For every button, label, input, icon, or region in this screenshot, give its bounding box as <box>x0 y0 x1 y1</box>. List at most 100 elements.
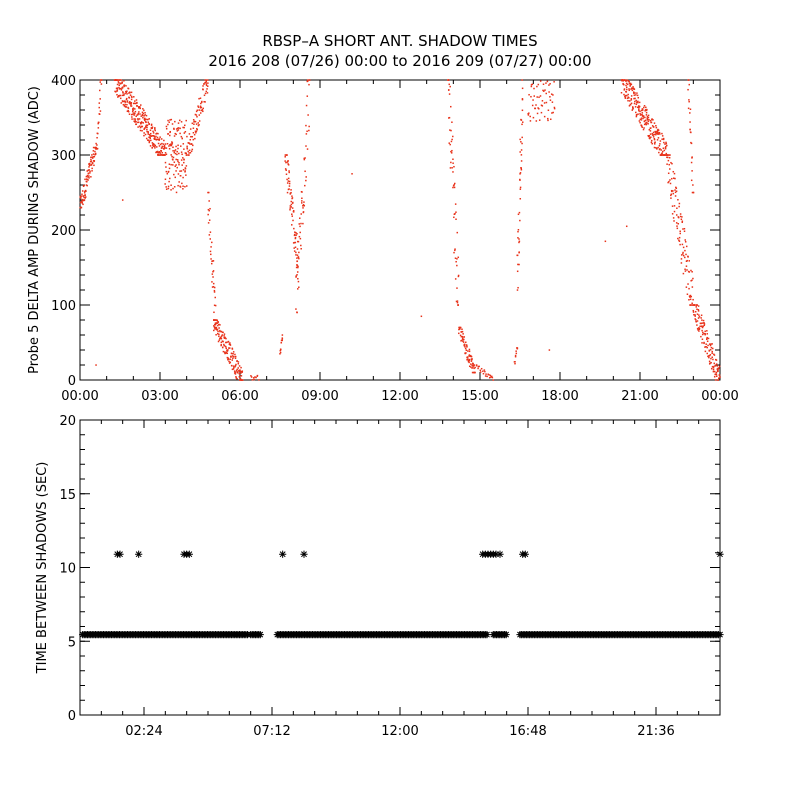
delta-amp-point <box>239 370 242 373</box>
delta-amp-point <box>229 342 231 344</box>
delta-amp-point <box>209 207 211 210</box>
delta-amp-point <box>449 129 451 131</box>
delta-amp-point <box>663 149 666 152</box>
delta-amp-point <box>79 206 81 209</box>
delta-amp-point <box>305 104 308 107</box>
delta-amp-point <box>470 366 472 368</box>
top-x-tick-label: 15:00 <box>461 389 498 404</box>
delta-amp-point <box>172 146 174 149</box>
delta-amp-point <box>152 143 155 145</box>
delta-amp-point <box>640 119 643 121</box>
delta-amp-point <box>687 88 689 91</box>
delta-amp-point <box>200 101 203 104</box>
delta-amp-point <box>169 130 172 133</box>
delta-amp-point <box>692 277 694 280</box>
delta-amp-point <box>457 275 460 278</box>
delta-amp-point <box>192 144 194 147</box>
delta-amp-point <box>179 132 181 135</box>
delta-amp-point <box>215 333 217 336</box>
delta-amp-point <box>206 79 209 81</box>
delta-amp-point <box>172 159 174 161</box>
delta-amp-point <box>644 109 647 111</box>
delta-amp-point <box>150 139 152 142</box>
delta-amp-point <box>467 360 470 363</box>
delta-amp-point <box>214 296 216 299</box>
delta-amp-point <box>241 370 244 372</box>
delta-amp-point <box>183 126 185 129</box>
delta-amp-point <box>659 140 662 142</box>
delta-amp-point <box>158 138 161 140</box>
delta-amp-point <box>472 364 474 367</box>
delta-amp-point <box>471 367 473 369</box>
delta-amp-point <box>543 102 546 104</box>
delta-amp-point <box>679 215 682 218</box>
delta-amp-point <box>130 105 133 107</box>
delta-amp-point <box>644 110 646 112</box>
delta-amp-point <box>81 190 84 192</box>
delta-amp-point <box>296 254 299 256</box>
delta-amp-point <box>220 330 223 333</box>
delta-amp-point <box>628 105 631 107</box>
delta-amp-point <box>299 237 302 240</box>
delta-amp-point <box>696 308 698 310</box>
delta-amp-point <box>290 191 292 194</box>
delta-amp-point <box>654 143 656 145</box>
time-between-shadows-point <box>300 550 308 558</box>
delta-amp-point <box>128 97 131 99</box>
delta-amp-point <box>466 345 468 347</box>
delta-amp-point <box>139 129 142 132</box>
delta-amp-point <box>177 122 180 124</box>
delta-amp-point <box>307 114 309 116</box>
delta-amp-point <box>290 203 293 206</box>
delta-amp-point <box>125 91 128 94</box>
delta-amp-point <box>143 117 146 120</box>
delta-amp-point <box>676 225 678 227</box>
delta-amp-point <box>646 108 648 111</box>
delta-amp-point <box>492 379 495 381</box>
delta-amp-point <box>121 87 124 89</box>
delta-amp-point <box>141 113 144 116</box>
delta-amp-point <box>681 221 684 224</box>
delta-amp-point <box>655 133 657 136</box>
delta-amp-point <box>96 136 98 139</box>
delta-amp-point <box>188 133 191 135</box>
delta-amp-point <box>166 172 169 175</box>
delta-amp-point <box>122 92 124 94</box>
delta-amp-point <box>455 211 457 213</box>
delta-amp-point <box>90 163 93 166</box>
delta-amp-point <box>629 85 631 87</box>
delta-amp-point <box>180 121 183 123</box>
delta-amp-point <box>152 144 154 147</box>
delta-amp-point <box>126 93 128 95</box>
delta-amp-point <box>165 147 168 149</box>
top-y-tick-label: 100 <box>51 299 76 314</box>
delta-amp-point <box>287 163 289 165</box>
delta-amp-point <box>515 350 517 352</box>
delta-amp-point <box>633 94 636 96</box>
delta-amp-point <box>134 100 136 102</box>
delta-amp-point <box>230 352 233 355</box>
delta-amp-point <box>174 149 177 151</box>
bottom-y-tick-label: 0 <box>68 709 76 724</box>
delta-amp-point <box>215 326 218 329</box>
delta-amp-point <box>637 113 639 115</box>
delta-amp-point <box>143 134 145 137</box>
delta-amp-point <box>709 344 712 347</box>
delta-amp-point <box>175 191 178 194</box>
delta-amp-point <box>163 144 166 147</box>
delta-amp-point <box>170 144 173 147</box>
delta-amp-point <box>143 118 146 121</box>
delta-amp-point <box>657 137 660 139</box>
delta-amp-point <box>641 108 644 110</box>
delta-amp-point <box>707 355 709 358</box>
delta-amp-point <box>470 355 473 358</box>
bottom-y-tick-label: 5 <box>68 635 76 650</box>
delta-amp-point <box>633 97 635 100</box>
delta-amp-point <box>674 189 676 191</box>
delta-amp-point <box>140 122 142 125</box>
delta-amp-point <box>284 160 286 162</box>
delta-amp-point <box>162 148 165 150</box>
delta-amp-point <box>289 193 292 195</box>
delta-amp-point <box>673 220 675 222</box>
